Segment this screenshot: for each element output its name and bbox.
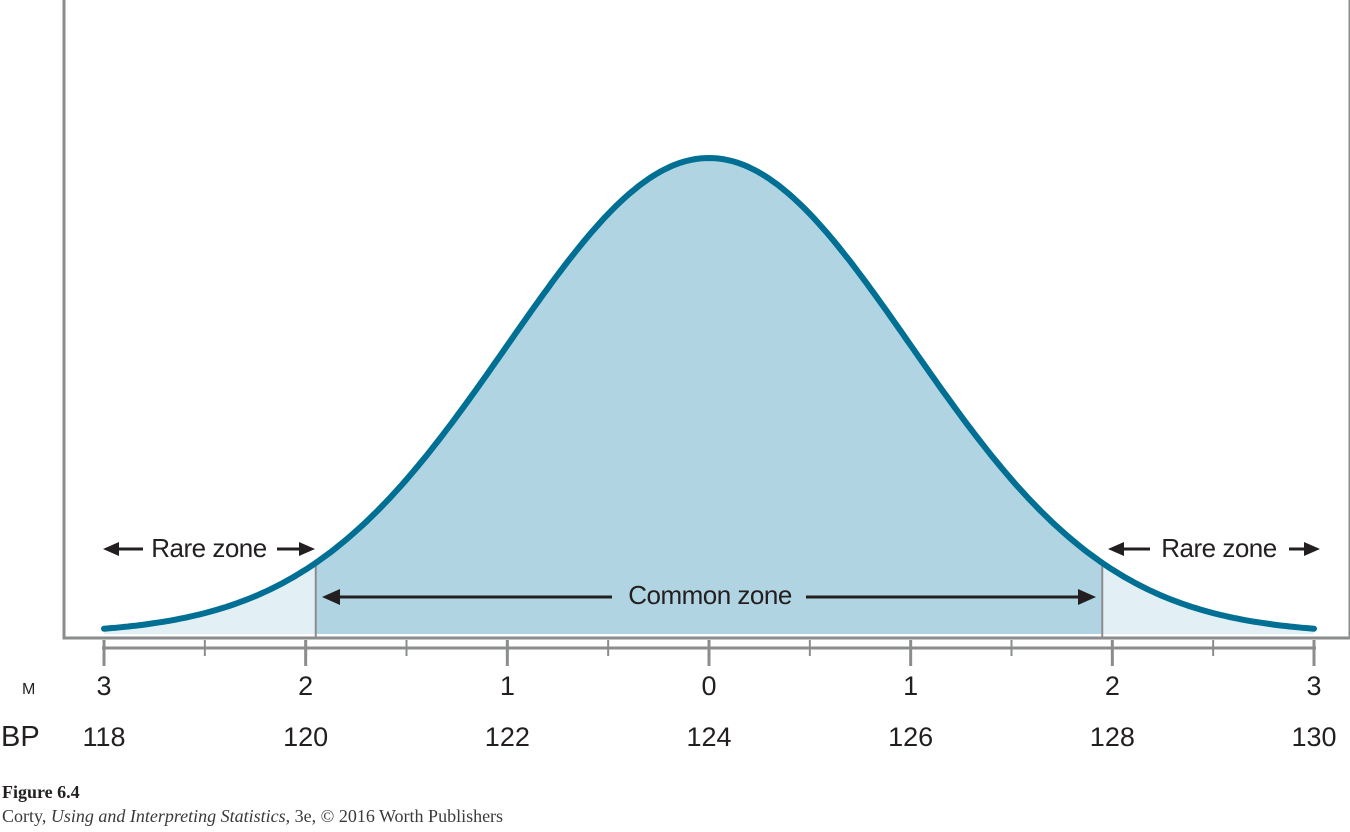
figure-caption: Figure 6.4 Corty, Using and Interpreting…: [2, 780, 503, 828]
common-zone-label: Common zone: [628, 580, 792, 610]
rare-zone-left-label: Rare zone: [151, 533, 266, 563]
bp-tick-label: 126: [888, 722, 933, 752]
x-axis-ticks: [102, 640, 1316, 666]
rare-zone-right-area: [1102, 562, 1314, 634]
rare-zone-left-arrowhead-right: [299, 542, 315, 556]
common-zone-arrowhead-left: [322, 589, 340, 605]
rare-zone-left-annotation: Rare zone: [103, 533, 315, 563]
figure-label: Figure 6.4: [2, 782, 80, 802]
plot-frame: [62, 0, 1350, 640]
rare-zone-left-area: [104, 562, 316, 634]
bp-row-labels: 118 120 122 124 126 128 130: [82, 722, 1336, 752]
m-tick-label: 0: [701, 671, 716, 701]
bp-tick-label: 118: [82, 722, 125, 752]
credit-author: Corty,: [2, 806, 51, 826]
bp-tick-label: 122: [485, 722, 530, 752]
bp-tick-label: 124: [686, 722, 731, 752]
common-zone-annotation: Common zone: [322, 580, 1096, 610]
rare-zone-right-annotation: Rare zone: [1108, 533, 1320, 563]
credit-rest: , 3e, © 2016 Worth Publishers: [285, 806, 504, 826]
common-zone-arrowhead-right: [1078, 589, 1096, 605]
figure-credit: Corty, Using and Interpreting Statistics…: [2, 804, 503, 828]
bp-tick-label: 130: [1291, 722, 1336, 752]
rare-zone-right-label: Rare zone: [1161, 533, 1276, 563]
m-tick-label: 2: [1105, 671, 1120, 701]
rare-zone-left-arrowhead-left: [103, 542, 119, 556]
common-zone-area: [315, 158, 1103, 634]
m-tick-label: 2: [298, 671, 313, 701]
credit-title: Using and Interpreting Statistics: [50, 806, 286, 826]
m-tick-label: 1: [903, 671, 918, 701]
bp-row-label: BP: [1, 721, 40, 753]
rare-zone-right-arrowhead-left: [1108, 542, 1124, 556]
m-row-label: M: [22, 681, 35, 698]
m-tick-label: 3: [96, 671, 111, 701]
normal-curve-line: [101, 155, 1317, 632]
bp-tick-label: 120: [283, 722, 328, 752]
m-row-labels: 3 2 1 0 1 2 3: [96, 671, 1321, 701]
rare-zone-right-arrowhead-right: [1304, 542, 1320, 556]
m-tick-label: 1: [500, 671, 515, 701]
m-tick-label: 3: [1306, 671, 1321, 701]
bp-tick-label: 128: [1090, 722, 1135, 752]
